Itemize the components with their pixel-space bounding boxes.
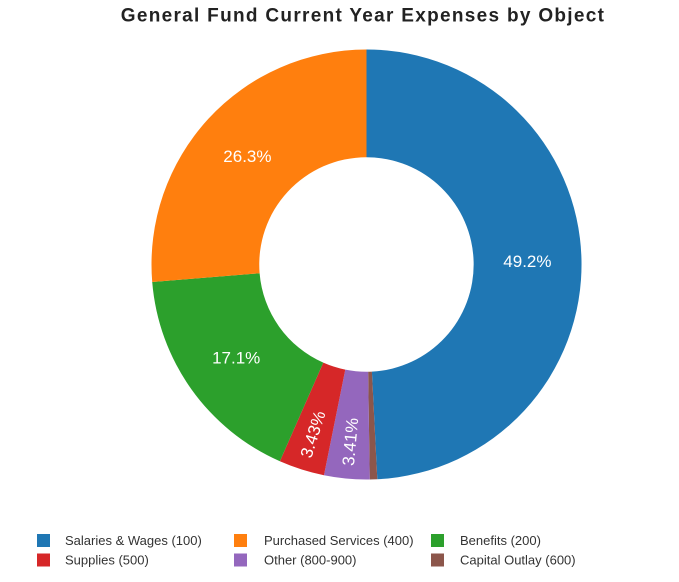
svg-text:Other (800-900): Other (800-900) [264, 552, 357, 567]
svg-text:Supplies (500): Supplies (500) [65, 552, 149, 567]
svg-text:Purchased Services (400): Purchased Services (400) [264, 533, 414, 548]
svg-text:26.3%: 26.3% [223, 147, 271, 166]
svg-text:General Fund Current Year Expe: General Fund Current Year Expenses by Ob… [121, 6, 606, 27]
svg-text:Salaries & Wages (100): Salaries & Wages (100) [65, 533, 202, 548]
svg-text:3.41%: 3.41% [339, 417, 362, 467]
svg-text:17.1%: 17.1% [212, 348, 260, 367]
svg-text:Benefits (200): Benefits (200) [460, 533, 541, 548]
svg-text:49.2%: 49.2% [503, 252, 551, 271]
svg-text:Capital Outlay (600): Capital Outlay (600) [460, 552, 576, 567]
